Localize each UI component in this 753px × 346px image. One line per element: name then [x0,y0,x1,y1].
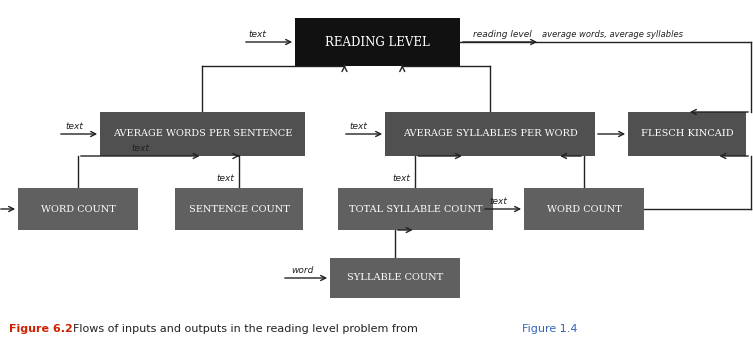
FancyBboxPatch shape [524,188,644,230]
Text: TOTAL SYLLABLE COUNT: TOTAL SYLLABLE COUNT [349,204,483,213]
Text: WORD COUNT: WORD COUNT [547,204,621,213]
FancyBboxPatch shape [330,258,460,298]
FancyBboxPatch shape [295,18,460,66]
FancyBboxPatch shape [175,188,303,230]
Text: text: text [248,30,266,39]
Text: text: text [349,122,367,131]
Text: FLESCH KINCAID: FLESCH KINCAID [641,129,733,138]
FancyBboxPatch shape [338,188,493,230]
Text: WORD COUNT: WORD COUNT [41,204,115,213]
Text: .: . [559,324,563,334]
FancyBboxPatch shape [18,188,138,230]
Text: text: text [65,122,83,131]
Text: READING LEVEL: READING LEVEL [325,36,430,48]
Text: Figure 6.2: Figure 6.2 [9,324,73,334]
Text: text: text [489,197,507,206]
Text: AVERAGE SYLLABLES PER WORD: AVERAGE SYLLABLES PER WORD [403,129,578,138]
Text: text: text [392,174,410,183]
Text: reading level: reading level [473,30,532,39]
Text: AVERAGE WORDS PER SENTENCE: AVERAGE WORDS PER SENTENCE [113,129,292,138]
Text: SYLLABLE COUNT: SYLLABLE COUNT [347,273,443,282]
Text: Flows of inputs and outputs in the reading level problem from: Flows of inputs and outputs in the readi… [66,324,421,334]
FancyBboxPatch shape [385,112,595,156]
Text: SENTENCE COUNT: SENTENCE COUNT [188,204,289,213]
Text: text: text [131,144,149,153]
Text: average words, average syllables: average words, average syllables [542,30,684,39]
Text: word: word [291,266,313,275]
FancyBboxPatch shape [628,112,746,156]
Text: text: text [216,174,234,183]
Text: Figure 1.4: Figure 1.4 [522,324,578,334]
FancyBboxPatch shape [100,112,305,156]
